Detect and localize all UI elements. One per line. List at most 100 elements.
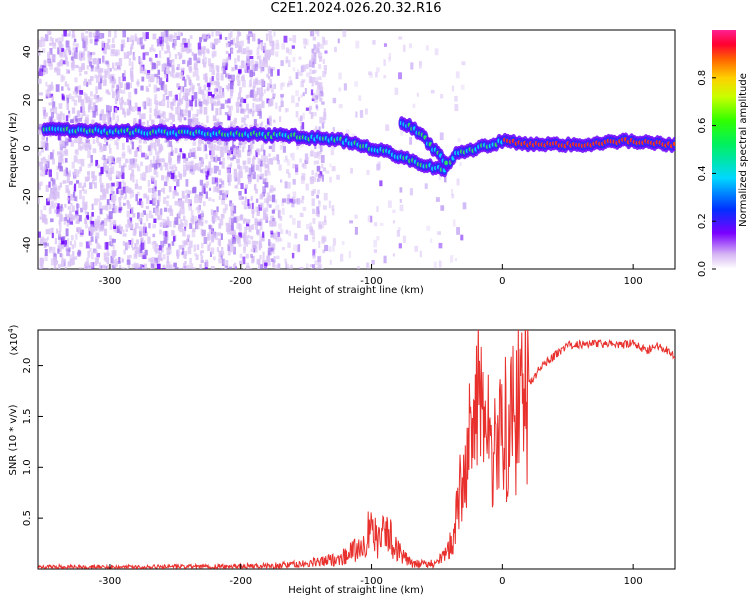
heat-noise-cell (102, 154, 106, 161)
heat-noise-cell (110, 189, 113, 195)
heat-noise-cell (205, 48, 209, 54)
heat-noise-cell (69, 182, 73, 186)
heat-noise-cell (203, 201, 206, 207)
snr-x-ticks: -300 -200 -100 0 100 (99, 564, 643, 587)
heat-noise-cell (318, 200, 321, 204)
heat-noise-cell (227, 226, 232, 231)
heat-noise-cell (114, 107, 118, 114)
heat-noise-cell (105, 139, 109, 144)
heat-noise-cell (197, 166, 202, 172)
heat-noise-cell (38, 197, 41, 204)
heat-noise-cell (114, 79, 117, 84)
heat-noise-cell (102, 205, 106, 210)
heat-noise-cell (105, 165, 109, 170)
heat-noise-cell (155, 99, 158, 105)
heat-noise-cell (79, 267, 83, 269)
heat-noise-cell (130, 82, 133, 89)
heat-noise-cell (247, 60, 251, 67)
heat-noise-cell (288, 80, 293, 86)
heat-noise-cell (166, 216, 170, 224)
svg-text:(x104): (x104) (7, 324, 20, 355)
heat-noise-cell (40, 157, 44, 164)
heat-noise-cell (383, 74, 387, 79)
heat-noise-cell (40, 36, 44, 42)
heat-noise-cell (44, 249, 48, 256)
heat-noise-cell (152, 224, 156, 229)
heat-noise-cell (238, 165, 243, 173)
heat-noise-cell (110, 255, 114, 264)
heat-noise-cell (211, 149, 215, 156)
heat-noise-cell (90, 65, 94, 72)
heat-noise-cell (266, 192, 271, 197)
heat-noise-cell (230, 157, 234, 161)
heat-noise-cell (240, 124, 244, 130)
heat-noise-cell (286, 159, 291, 166)
heat-noise-cell (248, 33, 253, 37)
heat-noise-cell (99, 113, 103, 121)
heat-noise-cell (100, 265, 103, 269)
heat-noise-cell (134, 250, 138, 258)
heat-noise-cell (324, 215, 327, 223)
heat-noise-cell (91, 203, 94, 210)
heat-noise-cell (318, 64, 322, 69)
heat-noise-cell (46, 236, 49, 240)
heat-noise-cell (53, 179, 56, 185)
heat-noise-cell (230, 209, 235, 216)
heat-noise-cell (58, 156, 62, 164)
heat-noise-cell (279, 145, 284, 150)
heat-noise-cell (213, 144, 216, 151)
heat-noise-cell (45, 229, 50, 235)
colorbar-tick-label: 0.6 (697, 118, 708, 134)
heat-noise-cell (373, 222, 378, 227)
heat-noise-cell (199, 191, 203, 196)
heat-noise-cell (182, 207, 185, 215)
heat-noise-cell (161, 145, 164, 151)
heat-noise-cell (128, 164, 133, 171)
heat-noise-cell (121, 267, 126, 269)
heat-noise-cell (257, 149, 260, 156)
heat-noise-cell (43, 60, 47, 66)
heat-noise-cell (60, 237, 65, 246)
heat-noise-cell (132, 54, 136, 59)
heat-noise-cell (87, 172, 90, 181)
heat-noise-cell (64, 158, 68, 163)
heat-noise-cell (230, 85, 234, 94)
heat-noise-cell (321, 221, 324, 229)
heat-noise-cell (260, 80, 265, 87)
heat-noise-cell (81, 106, 85, 113)
heat-noise-cell (197, 206, 201, 214)
heat-noise-cell (65, 115, 69, 122)
heat-noise-cell (205, 165, 209, 171)
heat-noise-cell (63, 260, 66, 267)
y-tick-label: 20 (22, 94, 33, 107)
heat-noise-cell (305, 63, 309, 70)
heat-noise-cell (44, 67, 48, 71)
y-tick-label: -20 (22, 188, 33, 204)
heat-noise-cell (56, 165, 59, 171)
heat-noise-cell (191, 152, 195, 158)
heat-noise-cell (66, 220, 70, 227)
heat-noise-cell (275, 102, 278, 110)
heat-noise-cell (227, 83, 230, 89)
heat-noise-cell (234, 266, 238, 269)
heat-noise-cell (345, 129, 350, 135)
heat-noise-cell (205, 181, 210, 186)
heat-noise-cell (187, 198, 192, 204)
heat-noise-cell (97, 164, 100, 169)
heat-noise-cell (102, 50, 105, 54)
heat-noise-cell (372, 40, 375, 45)
heat-noise-cell (287, 242, 291, 248)
heat-noise-cell (122, 142, 125, 151)
heat-noise-cell (131, 141, 135, 150)
heat-noise-cell (54, 264, 57, 269)
heat-noise-cell (219, 107, 222, 116)
heat-noise-cell (300, 65, 305, 73)
heat-noise-cell (282, 198, 287, 203)
heat-noise-cell (265, 177, 268, 184)
heat-noise-cell (148, 75, 152, 83)
heat-noise-cell (273, 232, 277, 240)
heat-noise-cell (186, 193, 190, 198)
heat-noise-cell (165, 95, 169, 100)
heat-noise-cell (214, 156, 218, 163)
heat-noise-cell (89, 38, 93, 44)
